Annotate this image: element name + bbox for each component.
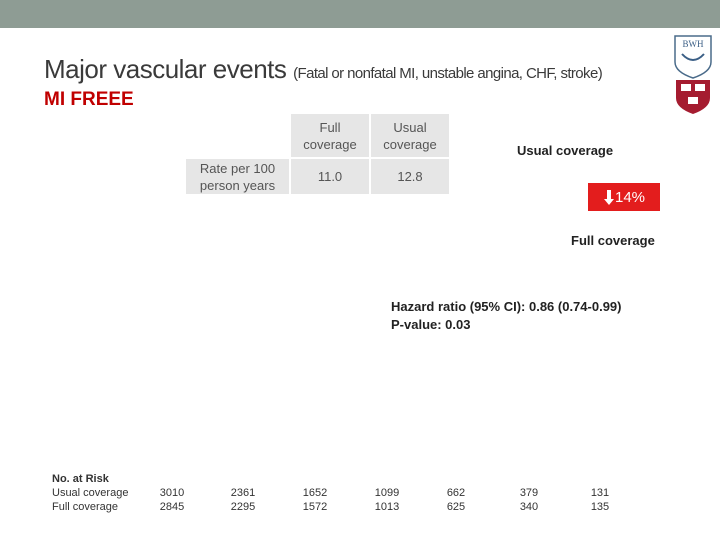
risk-value: 131 [590, 487, 610, 499]
risk-value: 135 [590, 501, 610, 513]
risk-value: 2361 [230, 487, 256, 499]
risk-row-label: Full coverage [52, 501, 119, 513]
logo: BWH [674, 35, 712, 114]
risk-value: 662 [446, 487, 466, 499]
risk-value: 1013 [374, 501, 400, 513]
row-header: Rate per 100 person years [185, 158, 290, 195]
column-header: Usual coverage [370, 113, 450, 158]
risk-value: 379 [519, 487, 539, 499]
risk-title: No. at Risk [52, 473, 109, 485]
logo-text: BWH [683, 39, 704, 49]
hazard-ratio: Hazard ratio (95% CI): 0.86 (0.74-0.99) [391, 299, 622, 314]
curve-label: Full coverage [571, 233, 655, 248]
risk-value: 1572 [302, 501, 328, 513]
risk-value: 3010 [159, 487, 185, 499]
down-arrow [603, 189, 614, 205]
risk-value: 625 [446, 501, 466, 513]
table-cell: 11.0 [290, 158, 370, 195]
top-bar [0, 0, 720, 28]
risk-value: 1099 [374, 487, 400, 499]
risk-value: 2295 [230, 501, 256, 513]
subtitle: (Fatal or nonfatal MI, unstable angina, … [293, 65, 603, 82]
risk-value: 2845 [159, 501, 185, 513]
risk-value: 1652 [302, 487, 328, 499]
p-value: P-value: 0.03 [391, 317, 471, 332]
title: Major vascular events [44, 54, 287, 84]
reduction-badge: 14% [588, 183, 660, 211]
section-tag: MI FREEE [44, 89, 134, 110]
risk-value: 340 [519, 501, 539, 513]
risk-row-label: Usual coverage [52, 487, 129, 499]
table-cell: 12.8 [370, 158, 450, 195]
curve-label: Usual coverage [517, 143, 614, 158]
column-header: Full coverage [290, 113, 370, 158]
reduction-text: 14% [614, 188, 646, 206]
slide-title: Major vascular events (Fatal or nonfatal… [44, 54, 603, 85]
